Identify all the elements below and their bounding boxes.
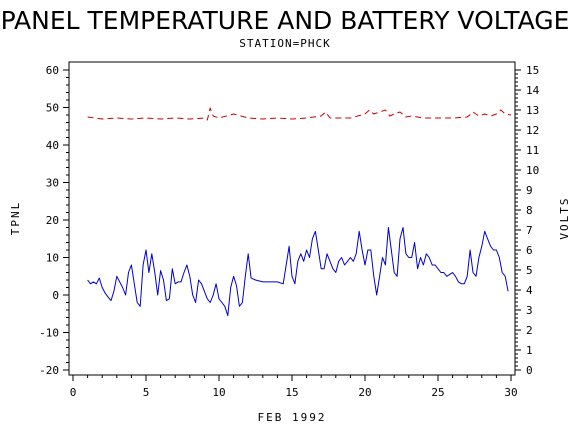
- x-tick-label: 30: [504, 386, 517, 399]
- chart-subtitle: STATION=PHCK: [239, 37, 330, 50]
- y-left-tick-label: 20: [46, 214, 59, 227]
- y-right-tick-label: 7: [526, 224, 533, 237]
- series-line-volts: [87, 107, 512, 121]
- y-right-tick-label: 0: [526, 364, 533, 377]
- y-left-tick-label: 50: [46, 102, 59, 115]
- x-tick-label: 15: [285, 386, 298, 399]
- y-right-axis-label: VOLTS: [558, 196, 570, 239]
- x-axis-label: FEB 1992: [258, 411, 327, 424]
- series-line-tpnl: [87, 227, 509, 317]
- y-right-tick-label: 13: [526, 104, 539, 117]
- y-right-tick-label: 8: [526, 204, 533, 217]
- y-right-tick-label: 11: [526, 144, 539, 157]
- y-left-tick-label: 30: [46, 177, 59, 190]
- y-right-tick-label: 6: [526, 244, 533, 257]
- series-layer: [87, 107, 512, 317]
- plot-frame: [68, 61, 516, 376]
- y-right-tick-label: 14: [526, 84, 540, 97]
- x-tick-label: 10: [212, 386, 225, 399]
- x-tick-label: 20: [358, 386, 371, 399]
- y-left-tick-label: 40: [46, 139, 59, 152]
- y-right-tick-label: 9: [526, 184, 533, 197]
- y-left-tick-label: 0: [52, 289, 59, 302]
- y-right-tick-label: 15: [526, 64, 539, 77]
- chart-title: PANEL TEMPERATURE AND BATTERY VOLTAGE: [1, 6, 570, 35]
- y-left-tick-label: 60: [46, 64, 59, 77]
- y-right-tick-label: 2: [526, 324, 533, 337]
- x-axis-ticks: 0 5 10 15 20 25 30: [70, 375, 518, 399]
- y-left-tick-label: -10: [39, 327, 59, 340]
- x-tick-label: 0: [70, 386, 77, 399]
- y-left-tick-label: 10: [46, 252, 59, 265]
- x-tick-label: 25: [431, 386, 444, 399]
- y-right-tick-label: 3: [526, 304, 533, 317]
- y-right-tick-label: 12: [526, 124, 539, 137]
- y-right-tick-label: 1: [526, 344, 533, 357]
- y-right-tick-label: 10: [526, 164, 539, 177]
- y-left-axis-label: TPNL: [9, 201, 22, 236]
- y-right-tick-label: 5: [526, 264, 533, 277]
- y-right-tick-label: 4: [526, 284, 533, 297]
- y-left-tick-label: -20: [39, 364, 59, 377]
- x-tick-label: 5: [143, 386, 150, 399]
- y-left-axis-ticks: -20 -10 0 10 20 30 40 50 60: [39, 64, 69, 377]
